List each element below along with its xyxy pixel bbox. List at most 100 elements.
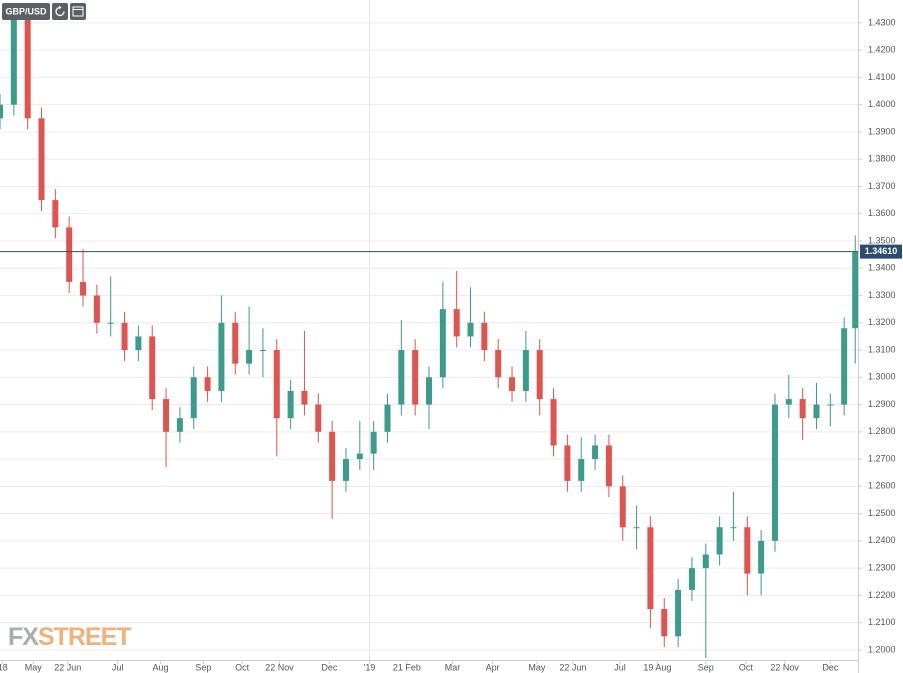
y-tick-label: 1.3800: [868, 154, 896, 164]
candle-body: [149, 336, 156, 400]
candle-body: [453, 309, 460, 337]
x-tick-label: 18: [0, 662, 8, 672]
candle-body: [370, 431, 377, 454]
candles: [0, 6, 859, 659]
x-tick-label: Oct: [235, 662, 250, 672]
x-tick-label: 22 Nov: [265, 662, 294, 672]
candle-body: [52, 200, 59, 228]
candle-body: [259, 350, 266, 352]
candle-body: [24, 17, 31, 119]
y-tick-label: 1.3400: [868, 263, 896, 273]
y-tick-label: 1.4300: [868, 17, 896, 27]
candle-body: [813, 404, 820, 419]
candle-body: [675, 589, 682, 637]
y-tick-label: 1.3500: [868, 235, 896, 245]
y-tick-label: 1.3000: [868, 372, 896, 382]
candle-body: [536, 350, 543, 400]
candle-body: [495, 350, 502, 378]
candle-body: [841, 328, 848, 405]
candle-body: [481, 322, 488, 351]
watermark-fx: FX: [8, 623, 39, 651]
candle-body: [273, 350, 280, 419]
y-tick-label: 1.4100: [868, 72, 896, 82]
y-tick-label: 1.4000: [868, 99, 896, 109]
candle-body: [190, 377, 197, 419]
x-tick-label: Oct: [739, 662, 754, 672]
x-tick-label: May: [528, 662, 546, 672]
candle-body: [730, 527, 737, 529]
y-tick-label: 1.2700: [868, 453, 896, 463]
x-tick-label: 21 Feb: [393, 662, 421, 672]
candle-body: [852, 251, 859, 329]
candle-body: [38, 118, 45, 201]
x-tick-label: May: [25, 662, 43, 672]
grid: [0, 0, 858, 660]
candle-body: [467, 322, 474, 337]
candle-body: [688, 568, 695, 590]
candle-body: [342, 459, 349, 481]
candle-body: [771, 404, 778, 541]
y-tick-label: 1.3100: [868, 344, 896, 354]
candle-body: [384, 404, 391, 432]
y-tick-label: 1.3300: [868, 290, 896, 300]
candle-body: [356, 453, 363, 460]
candle-body: [163, 399, 170, 432]
candle-body: [232, 322, 239, 364]
refresh-icon: [55, 6, 65, 17]
axes: 1.2000 1.2100 1.2200 1.2300 1.2400 1.2500 1.26…: [0, 17, 902, 672]
y-tick-label: 1.2100: [868, 617, 896, 627]
candle-body: [315, 404, 322, 432]
y-tick-label: 1.2500: [868, 508, 896, 518]
plot-background: [0, 0, 858, 660]
candle-body: [93, 295, 100, 323]
candle-body: [439, 309, 446, 378]
y-tick-label: 1.3900: [868, 126, 896, 136]
candle-body: [716, 527, 723, 555]
last-price-box: [860, 244, 902, 259]
candle-body: [66, 227, 73, 282]
y-tick-label: 1.3700: [868, 181, 896, 191]
x-tick-label: Dec: [321, 662, 338, 672]
calendar-button[interactable]: [70, 3, 86, 20]
x-tick-label: Jul: [112, 662, 124, 672]
candle-body: [301, 390, 308, 405]
candle-body: [702, 554, 709, 569]
candle-body: [204, 377, 211, 391]
candle-body: [509, 377, 516, 391]
candle-body: [121, 322, 128, 351]
y-tick-label: 1.2600: [868, 481, 896, 491]
x-tick-label: Sep: [195, 662, 211, 672]
candle-body: [633, 527, 640, 529]
x-tick-label: Jul: [614, 662, 626, 672]
candle-body: [827, 404, 834, 406]
candle-body: [785, 399, 792, 405]
watermark: FXSTREET: [8, 623, 131, 651]
candle-body: [218, 322, 225, 391]
y-tick-label: 1.2800: [868, 426, 896, 436]
candle-body: [564, 445, 571, 481]
candle-body: [135, 336, 142, 351]
x-tick-label: Sep: [698, 662, 714, 672]
x-tick-label: 22 Jun: [559, 662, 586, 672]
candle-body: [550, 399, 557, 446]
candle-body: [107, 322, 114, 324]
x-tick-label: 19 Aug: [643, 662, 671, 672]
candle-body: [0, 104, 3, 119]
y-tick-label: 1.3600: [868, 208, 896, 218]
candle-body: [412, 350, 419, 405]
x-tick-label: Dec: [822, 662, 839, 672]
refresh-button[interactable]: [52, 3, 68, 20]
refresh-arrow: [59, 5, 62, 10]
candle-body: [647, 527, 654, 610]
last-price-label: 1.34610: [865, 246, 898, 256]
y-tick-label: 1.2900: [868, 399, 896, 409]
watermark-street: STREET: [38, 623, 131, 651]
candle-body: [592, 445, 599, 460]
calendar-icon: [72, 6, 84, 17]
candle-body: [619, 486, 626, 528]
candle-body: [744, 527, 751, 574]
y-tick-label: 1.2000: [868, 644, 896, 654]
candle-body: [578, 459, 585, 481]
